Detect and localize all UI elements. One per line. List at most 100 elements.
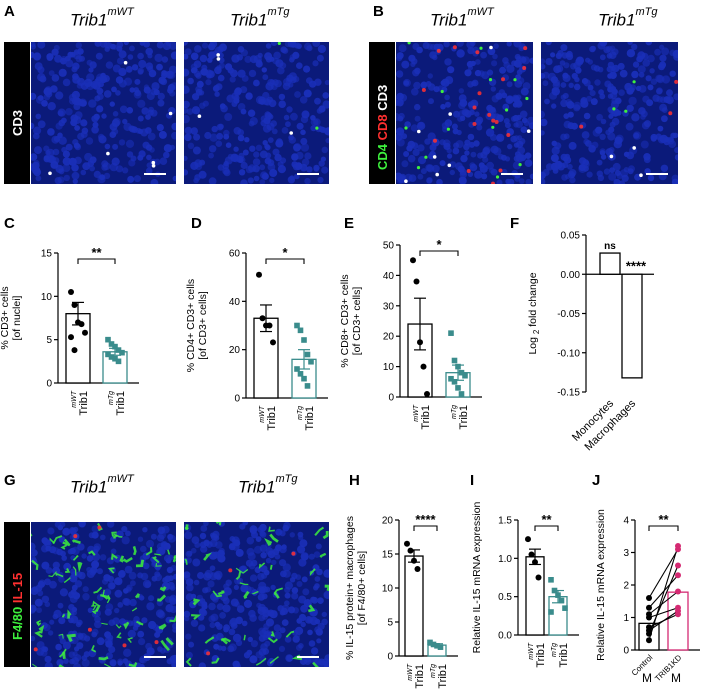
nucleus [560, 82, 567, 88]
nucleus [286, 106, 293, 113]
nucleus [428, 152, 435, 160]
nucleus [256, 602, 262, 609]
nucleus [58, 617, 66, 625]
red-signal [501, 77, 505, 82]
nucleus [619, 69, 628, 78]
nucleus [114, 607, 120, 614]
nucleus [122, 118, 128, 125]
cd3-signal [435, 172, 439, 177]
nucleus [505, 178, 511, 184]
nucleus [300, 552, 309, 561]
data-point [675, 588, 681, 595]
nucleus [464, 69, 472, 77]
nucleus [125, 65, 133, 73]
data-point [266, 322, 273, 329]
data-point [675, 611, 681, 618]
nucleus [414, 67, 421, 75]
nucleus [564, 173, 571, 180]
macrophage-signal [270, 631, 275, 637]
nucleus [287, 42, 295, 48]
y-tick-label: -0.10 [557, 348, 580, 359]
nucleus [71, 97, 80, 106]
nucleus [291, 572, 298, 580]
micrograph-a-wt [31, 42, 176, 184]
nucleus [163, 151, 170, 159]
nucleus [427, 132, 436, 141]
macrophage-signal [127, 637, 133, 644]
nucleus [47, 128, 55, 136]
nucleus [140, 572, 149, 581]
macrophage-signal [37, 621, 42, 627]
nucleus [456, 42, 464, 47]
nucleus [208, 602, 216, 611]
nucleus [301, 576, 308, 583]
nucleus [244, 55, 252, 63]
nucleus [137, 52, 144, 60]
nucleus [109, 101, 116, 107]
nucleus [87, 160, 95, 167]
red-signal [97, 525, 102, 530]
macrophage-signal [67, 609, 72, 619]
nucleus [321, 146, 329, 154]
nucleus [541, 118, 548, 127]
red-signal [522, 66, 527, 70]
nucleus [126, 151, 134, 158]
nucleus [586, 95, 593, 102]
x-tick-main: Trib1 [78, 391, 90, 416]
nucleus [200, 525, 208, 532]
nucleus [250, 640, 258, 648]
nucleus [58, 68, 67, 77]
y-tick-label: 20 [383, 332, 395, 343]
nucleus [103, 588, 112, 596]
nucleus [192, 93, 200, 101]
red-signal [472, 122, 477, 126]
nucleus [199, 54, 208, 63]
x-tick-sup: mTg [108, 391, 115, 405]
nucleus [637, 51, 646, 60]
data-point [115, 358, 122, 365]
macrophage-signal [71, 539, 81, 544]
nucleus [317, 597, 324, 604]
nucleus [650, 133, 658, 141]
nucleus [156, 42, 164, 49]
nucleus [71, 90, 80, 100]
y-tick-label: 10 [382, 584, 394, 595]
nucleus [62, 78, 71, 87]
nucleus [207, 580, 215, 588]
nucleus [145, 62, 154, 70]
significance-bracket [534, 525, 559, 531]
nucleus [296, 122, 304, 130]
nucleus [43, 145, 50, 152]
nucleus [585, 140, 592, 147]
x-tick-label: Trib1mTg [551, 643, 570, 668]
nucleus [573, 83, 581, 91]
nucleus [260, 171, 268, 179]
y-tick-label: 20 [229, 345, 241, 356]
nucleus [228, 619, 237, 628]
x-tick-main: Trib1 [414, 664, 426, 689]
macrophage-signal [158, 623, 167, 630]
nucleus [516, 56, 522, 62]
nucleus [148, 595, 155, 602]
nucleus [184, 531, 193, 540]
nucleus [283, 522, 291, 530]
data-point [448, 330, 454, 336]
nucleus [573, 61, 581, 70]
y-tick-label: 2 [623, 581, 629, 592]
nucleus [264, 52, 273, 61]
paired-line [648, 607, 679, 619]
data-point [458, 369, 465, 376]
nucleus [524, 152, 532, 159]
nucleus [290, 112, 298, 121]
nucleus [223, 624, 230, 632]
nucleus [550, 52, 556, 58]
macrophage-signal [239, 582, 249, 586]
nucleus [112, 111, 119, 117]
data-point [105, 336, 111, 343]
data-point [297, 371, 304, 377]
nucleus [443, 42, 450, 48]
nucleus [267, 163, 276, 171]
nucleus [291, 587, 299, 594]
nucleus [420, 81, 428, 89]
nucleus [481, 173, 488, 180]
